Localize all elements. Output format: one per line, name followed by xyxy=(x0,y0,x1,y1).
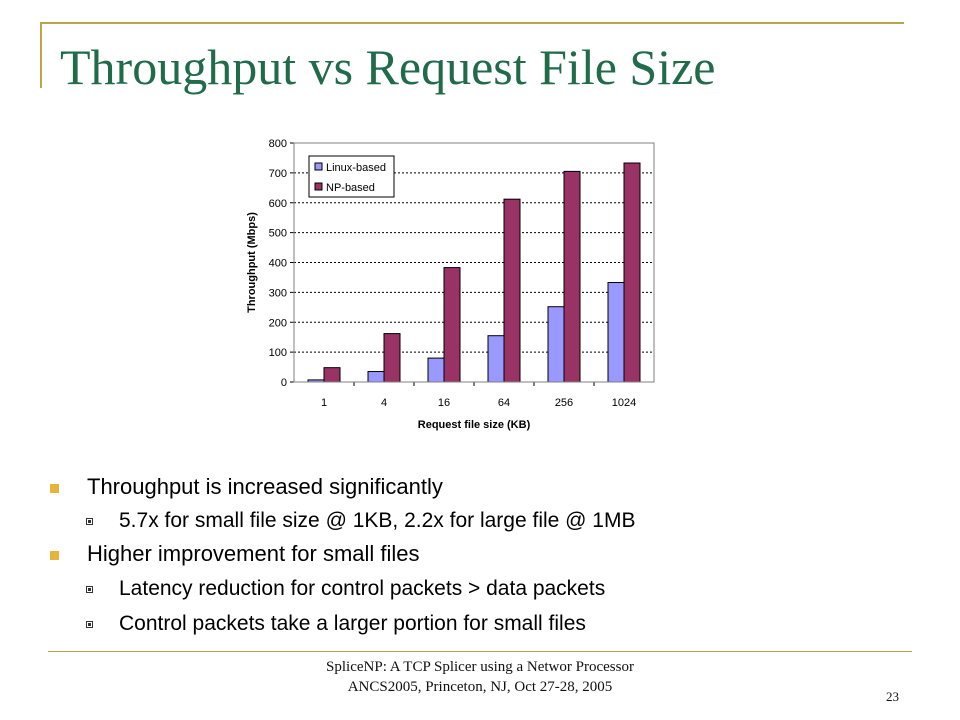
y-tick-label: 200 xyxy=(269,317,287,329)
footer-line-2: ANCS2005, Princeton, NJ, Oct 27-28, 2005 xyxy=(347,679,613,695)
frame-left-rule xyxy=(40,22,42,88)
footer-line-1: SpliceNP: A TCP Splicer using a Networ P… xyxy=(326,659,634,675)
x-tick-label: 1024 xyxy=(612,397,636,409)
x-axis-ticks: 1 4 16 64 256 1024 xyxy=(321,382,636,409)
y-tick-label: 400 xyxy=(269,258,287,270)
y-axis-label: Throughput (Mbps) xyxy=(246,212,258,313)
bar-np-based-4 xyxy=(383,333,401,383)
y-tick-label: 700 xyxy=(269,168,287,180)
bar-np-based-1024 xyxy=(623,162,641,383)
sub-bullet-text: Control packets take a larger portion fo… xyxy=(119,612,586,635)
bar-linux-based-1024 xyxy=(607,282,625,383)
x-tick-label: 16 xyxy=(438,397,450,409)
y-tick-label: 0 xyxy=(281,377,287,389)
sub-bullet-box-icon xyxy=(86,586,93,593)
sub-bullet-text: 5.7x for small file size @ 1KB, 2.2x for… xyxy=(119,509,636,532)
bar-np-based-16 xyxy=(443,267,461,383)
sub-bullet-text: Latency reduction for control packets > … xyxy=(119,577,606,600)
legend-box xyxy=(308,155,395,198)
y-axis-ticks: 0 100 200 300 400 500 600 700 800 xyxy=(269,138,294,389)
bar-linux-based-16 xyxy=(427,357,445,383)
legend-label: NP-based xyxy=(326,182,375,194)
x-tick-label: 256 xyxy=(555,397,573,409)
legend-swatch-linux-based xyxy=(314,162,323,171)
bar-linux-based-4 xyxy=(367,371,385,383)
x-tick-label: 4 xyxy=(381,397,387,409)
legend-swatch-np-based xyxy=(314,182,323,191)
y-tick-label: 600 xyxy=(269,198,287,210)
chart-legend: Linux-based NP-based xyxy=(308,155,395,198)
bullet-square-icon xyxy=(50,484,59,493)
bar-np-based-256 xyxy=(563,170,581,383)
bar-linux-based-64 xyxy=(487,335,505,383)
x-tick-label: 1 xyxy=(321,397,327,409)
bullet-text: Higher improvement for small files xyxy=(87,541,420,566)
y-tick-label: 100 xyxy=(269,347,287,359)
bar-np-based-1 xyxy=(323,367,341,383)
sub-bullet-box-icon xyxy=(86,518,93,525)
chart-bars xyxy=(307,162,641,383)
bullet-square-icon xyxy=(50,551,59,560)
frame-top-rule xyxy=(40,22,904,24)
slide-title: Throughput vs Request File Size xyxy=(60,39,716,95)
x-tick-label: 64 xyxy=(498,397,510,409)
sub-bullet-box-icon xyxy=(86,621,93,628)
x-axis-label: Request file size (KB) xyxy=(418,419,531,431)
bar-np-based-64 xyxy=(503,198,521,383)
bar-linux-based-256 xyxy=(547,306,565,383)
legend-label: Linux-based xyxy=(326,162,386,174)
y-tick-label: 300 xyxy=(269,287,287,299)
page-number: 23 xyxy=(886,689,899,704)
y-tick-label: 800 xyxy=(269,138,287,150)
plot-frame xyxy=(293,142,655,383)
footer-rule xyxy=(48,651,912,652)
y-tick-label: 500 xyxy=(269,228,287,240)
bullet-text: Throughput is increased significantly xyxy=(87,474,443,499)
